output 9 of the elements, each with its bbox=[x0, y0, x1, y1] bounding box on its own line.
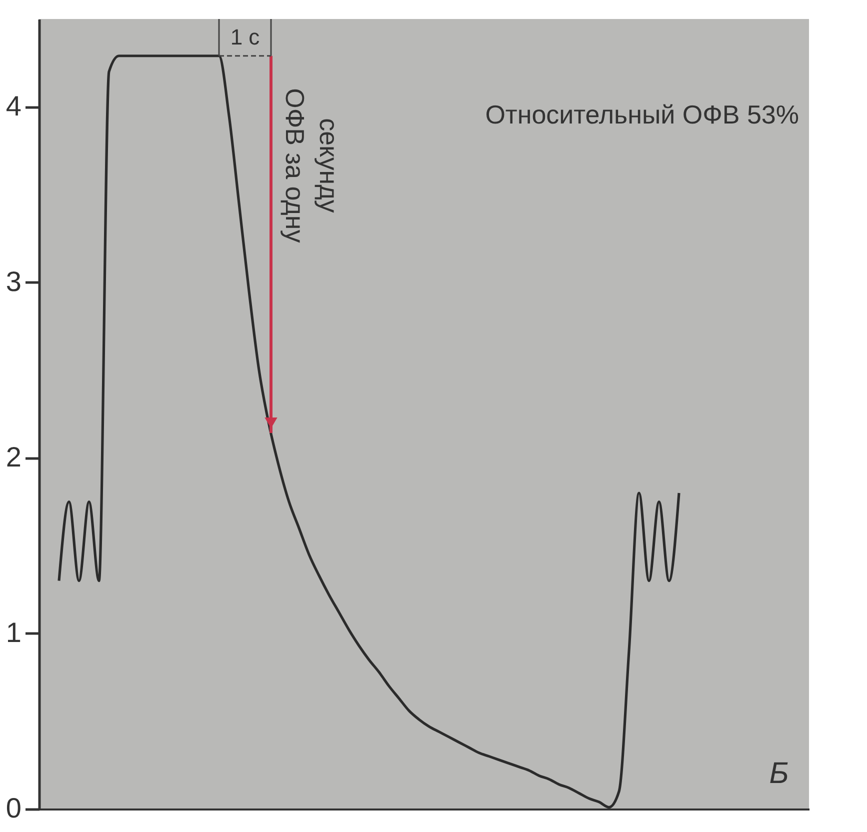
text: Б bbox=[769, 756, 789, 790]
annotation: ОФВ за одну секунду bbox=[280, 88, 344, 243]
y-tick-label: 2 bbox=[6, 441, 22, 472]
y-tick-label: 3 bbox=[6, 266, 22, 297]
y-tick-label: 0 bbox=[6, 792, 22, 824]
y-tick-label: 4 bbox=[6, 90, 22, 122]
annotation: Относительный ОФВ 53% bbox=[485, 100, 799, 130]
y-tick-label: 1 bbox=[6, 616, 22, 648]
annotation: 1 с bbox=[230, 24, 260, 50]
